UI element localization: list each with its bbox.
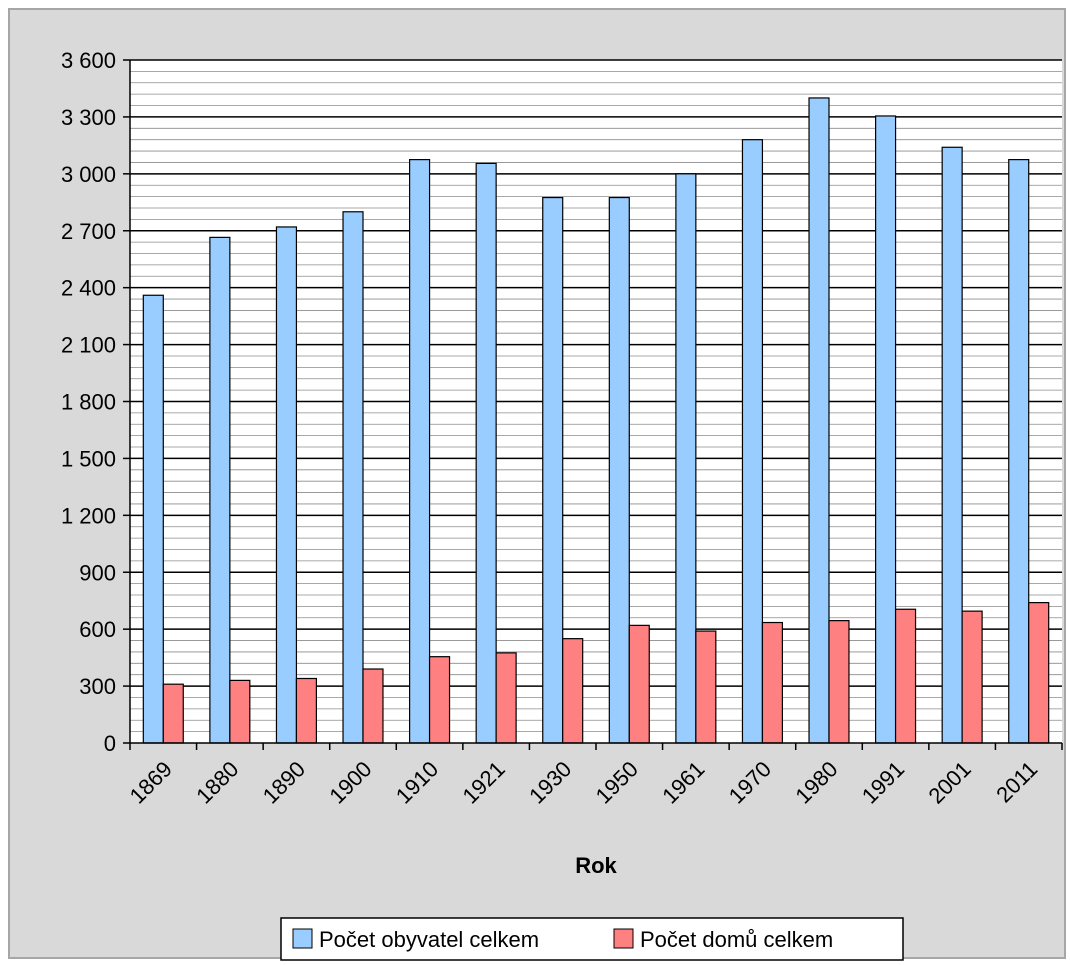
bar-houses (362, 668, 384, 744)
x-tick-label: 1991 (857, 756, 909, 808)
bar-population (342, 211, 364, 744)
x-tick-label: 1890 (258, 756, 310, 808)
x-axis-title: Rok (575, 853, 617, 878)
bar-population (1008, 159, 1030, 744)
x-tick-label: 1900 (324, 756, 376, 808)
bar-houses (495, 652, 517, 744)
bar-houses (695, 630, 717, 744)
y-tick-label: 2 700 (61, 219, 116, 244)
x-tick-label: 2001 (924, 756, 976, 808)
x-tick-label: 1869 (125, 756, 177, 808)
x-tick-label: 1930 (524, 756, 576, 808)
bar-population (608, 196, 630, 744)
y-tick-label: 1 800 (61, 390, 116, 415)
bar-population (741, 139, 764, 744)
y-tick-label: 3 000 (61, 162, 116, 187)
y-tick-label: 300 (79, 674, 116, 699)
bar-houses (1028, 602, 1050, 744)
legend-label-houses: Počet domů celkem (640, 927, 833, 952)
x-tick-label: 1961 (657, 756, 709, 808)
y-tick-labels: 0 300 600 900 1 200 1 500 1 800 2 100 2 400 2 700… (61, 48, 116, 756)
y-tick-label: 2 400 (61, 276, 116, 301)
x-tick-label: 1910 (391, 756, 443, 808)
bar-houses (428, 656, 451, 744)
bar-population (475, 162, 497, 744)
bar-houses (761, 621, 784, 744)
x-tick-labels: 1869 1880 1890 1900 1910 1921 1930 1950 1961 1970… (125, 756, 1043, 808)
legend-swatch-population (292, 928, 313, 949)
y-tick-label: 3 600 (61, 48, 116, 73)
bar-houses (229, 679, 251, 744)
bar-houses (961, 610, 983, 744)
x-tick-label: 2011 (991, 756, 1042, 807)
y-tick-label: 1 500 (61, 446, 116, 471)
bar-population (209, 236, 231, 744)
y-tick-label: 1 200 (61, 503, 116, 528)
bar-population (275, 226, 298, 744)
legend-box (280, 917, 904, 961)
x-tick-label: 1880 (191, 756, 243, 808)
x-tick-label: 1970 (724, 756, 776, 808)
legend-label-population: Počet obyvatel celkem (319, 927, 539, 952)
bar-population (142, 294, 164, 744)
y-tick-label: 600 (79, 617, 116, 642)
bar-population (675, 173, 697, 744)
x-tick-label: 1980 (790, 756, 842, 808)
bar-population (409, 159, 431, 744)
bar-houses (162, 683, 184, 744)
x-tick-label: 1921 (458, 756, 510, 808)
bars (142, 97, 1050, 744)
legend: Počet obyvatel celkem Počet domů celkem (280, 917, 904, 961)
bar-population (808, 97, 830, 744)
bar-houses (894, 608, 917, 744)
x-tick-label: 1950 (591, 756, 643, 808)
bar-houses (828, 620, 850, 744)
bar-population (542, 196, 564, 744)
bar-houses (295, 677, 317, 744)
y-tick-label: 0 (104, 731, 116, 756)
bar-population (941, 146, 963, 744)
y-tick-label: 900 (79, 560, 116, 585)
y-tick-label: 2 100 (61, 333, 116, 358)
legend-swatch-houses (613, 928, 634, 949)
bar-population (874, 115, 897, 744)
bar-houses (628, 624, 650, 744)
y-tick-label: 3 300 (61, 105, 116, 130)
bar-houses (562, 638, 584, 744)
axes (123, 59, 1063, 750)
